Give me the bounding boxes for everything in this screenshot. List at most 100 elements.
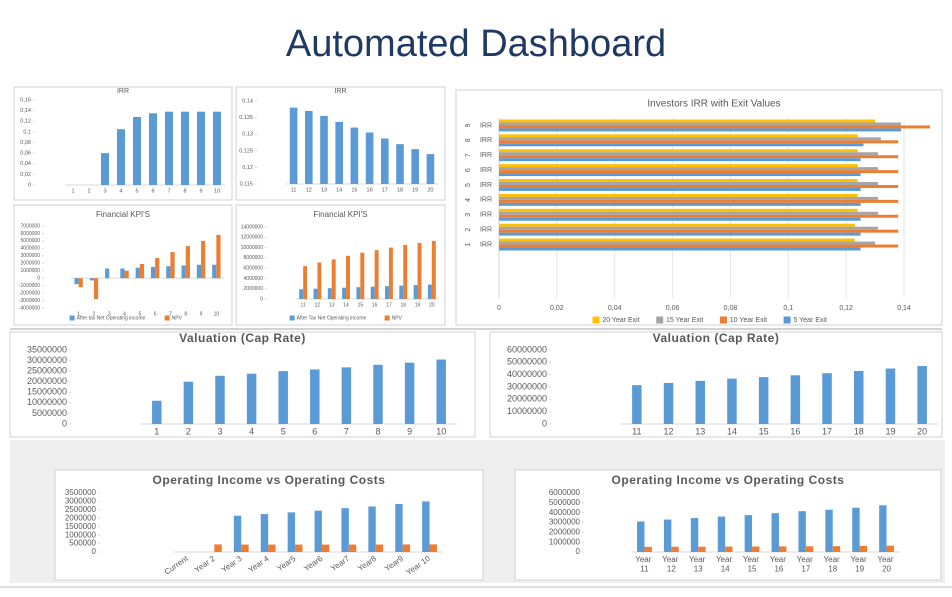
y-tick-sublabel: IRR <box>480 197 492 204</box>
y-tick-label: 0 <box>576 547 581 556</box>
bar <box>499 247 861 251</box>
bar <box>429 544 437 552</box>
x-tick-label: 0,08 <box>724 305 738 312</box>
bar <box>499 134 858 138</box>
bar <box>278 371 288 424</box>
bar <box>313 288 318 299</box>
y-tick-sublabel: IRR <box>480 122 492 129</box>
bar <box>879 505 887 552</box>
chart-title: Valuation (Cap Rate) <box>179 331 306 345</box>
panel <box>235 204 446 326</box>
y-tick-label: 9 <box>465 123 472 127</box>
y-tick-label: 40000000 <box>507 369 547 379</box>
bar <box>93 278 99 300</box>
bar <box>499 140 899 144</box>
x-tick-label: 12 <box>664 426 674 436</box>
x-tick-label: 7 <box>167 188 170 194</box>
y-tick-label: 1500000 <box>65 522 97 531</box>
bar <box>499 152 878 156</box>
y-tick-sublabel: IRR <box>480 152 492 159</box>
panel <box>54 469 484 581</box>
bar <box>436 359 446 424</box>
bar <box>632 385 642 424</box>
x-tick-label: Year 11 <box>635 555 653 574</box>
bar <box>499 170 899 174</box>
y-tick-label: 500000 <box>69 539 96 548</box>
bar <box>396 144 404 184</box>
bar <box>727 378 737 424</box>
x-tick-label: 13 <box>329 302 335 308</box>
x-tick-label: 19 <box>412 187 418 193</box>
y-tick-sublabel: IRR <box>480 227 492 234</box>
x-tick-label: 7 <box>169 311 172 317</box>
legend-label: After tax Net Operating income <box>77 315 146 321</box>
x-tick-label: 13 <box>695 426 705 436</box>
x-tick-label: 20 <box>917 426 927 436</box>
bar <box>917 366 927 424</box>
x-tick-label: 18 <box>854 426 864 436</box>
bar <box>499 164 858 168</box>
y-tick-label: 10000000 <box>27 397 67 407</box>
bar <box>260 514 269 552</box>
x-tick-label: 6 <box>151 188 154 194</box>
bar <box>149 113 157 185</box>
y-tick-label: 3000000 <box>21 253 41 259</box>
y-tick-label: 0,13 <box>242 132 253 138</box>
bar <box>499 155 899 159</box>
x-tick-label: 4 <box>119 188 122 194</box>
legend-label: NPV <box>172 315 183 321</box>
x-tick-label: 8 <box>375 426 380 436</box>
bar <box>413 285 418 299</box>
x-tick-label: 0 <box>497 305 501 312</box>
y-tick-label: -2000000 <box>19 290 40 296</box>
chart-title: Investors IRR with Exit Values <box>647 99 780 110</box>
panel <box>9 331 476 438</box>
x-tick-label: 9 <box>407 426 412 436</box>
bar <box>499 196 878 200</box>
panel <box>13 204 233 326</box>
bar <box>744 515 753 552</box>
x-tick-label: 6 <box>154 311 157 317</box>
y-tick-label: 5 <box>465 183 472 187</box>
legend-swatch <box>164 315 170 321</box>
x-tick-label: 4 <box>123 311 126 317</box>
bar <box>197 111 205 185</box>
x-tick-label: Year 18 <box>824 555 842 574</box>
x-tick-label: 7 <box>344 426 349 436</box>
legend-label: 20 Year Exit <box>602 317 639 324</box>
bar <box>499 214 899 218</box>
x-tick-label: 14 <box>343 302 349 308</box>
y-tick-label: 2000000 <box>65 513 97 522</box>
x-tick-label: 16 <box>367 187 373 193</box>
bar <box>798 511 806 552</box>
y-tick-label: 5000000 <box>549 498 581 507</box>
x-tick-label: 2 <box>87 188 90 194</box>
bar <box>268 544 276 552</box>
y-tick-label: 0,12 <box>20 119 31 125</box>
y-tick-label: 1000000 <box>65 530 97 539</box>
y-tick-label: 3000000 <box>65 497 97 506</box>
bar <box>320 115 328 184</box>
bar <box>117 129 125 185</box>
y-tick-sublabel: IRR <box>480 167 492 174</box>
panel <box>514 469 942 581</box>
x-tick-label: 20 <box>427 187 433 193</box>
x-tick-label: 14 <box>727 426 737 436</box>
bar <box>212 264 217 279</box>
bar <box>133 117 141 185</box>
bar <box>499 241 876 245</box>
bar <box>404 362 415 424</box>
x-tick-label: Year 17 <box>797 555 815 574</box>
y-tick-label: 30000000 <box>27 355 67 365</box>
x-tick-label: 14 <box>336 187 342 193</box>
y-tick-label: 4000000 <box>21 246 41 252</box>
x-tick-label: Year 14 <box>716 555 734 574</box>
x-tick-label: Year 12 <box>662 555 680 574</box>
bar <box>368 506 376 552</box>
legend-swatch <box>384 315 390 321</box>
bar <box>499 143 864 147</box>
bar <box>246 373 257 424</box>
x-tick-label: 11 <box>301 302 306 308</box>
y-tick-label: 8 <box>465 138 472 142</box>
y-tick-label: 0,02 <box>20 172 31 178</box>
